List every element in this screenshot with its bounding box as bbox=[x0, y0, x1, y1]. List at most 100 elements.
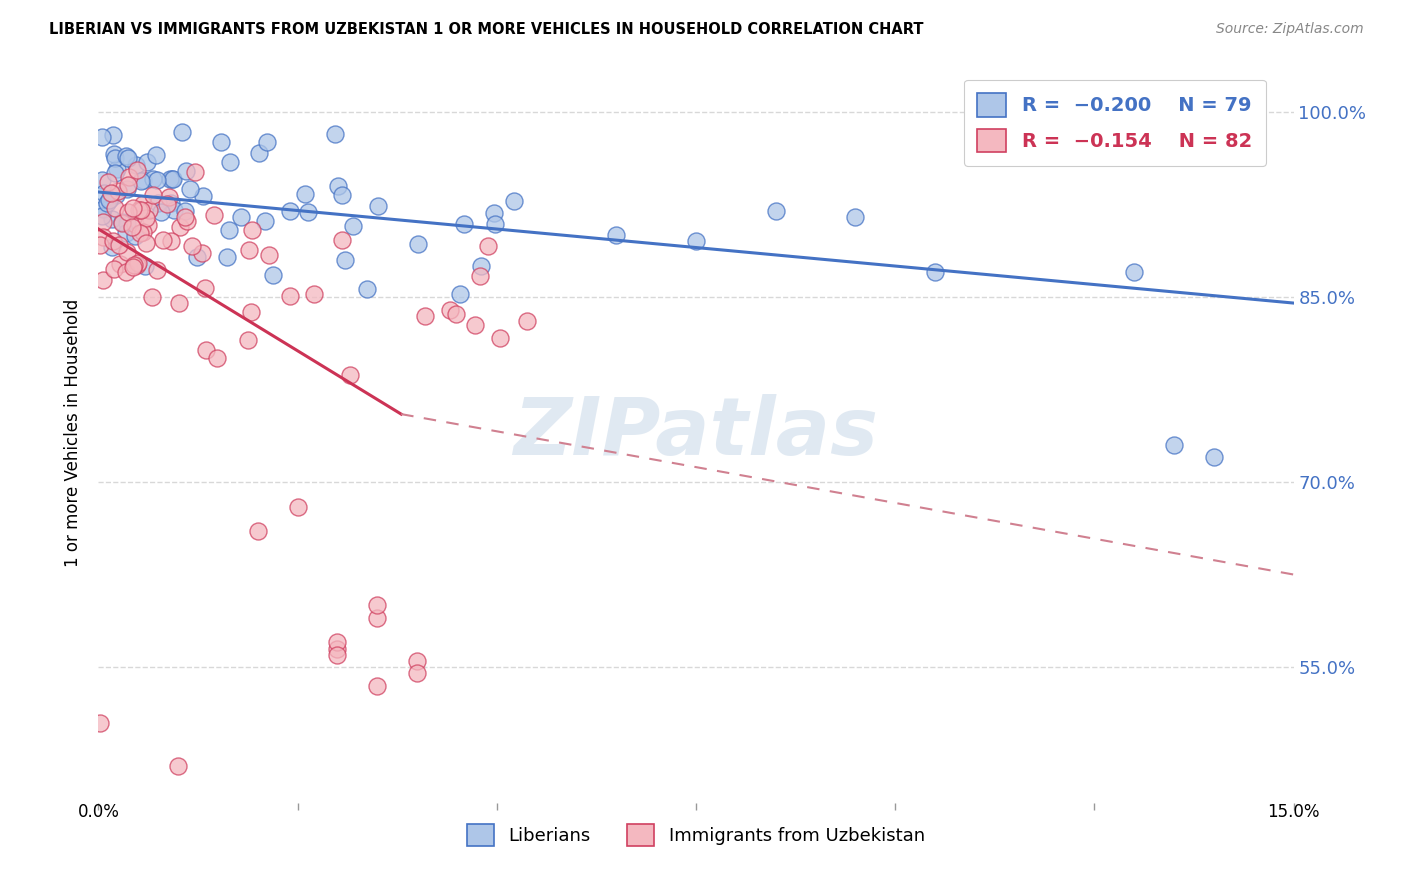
Point bbox=[132, 173, 155, 187]
Point bbox=[287, 500, 309, 514]
Point bbox=[205, 351, 228, 365]
Point bbox=[136, 155, 159, 169]
Point bbox=[108, 257, 131, 271]
Point bbox=[103, 262, 125, 277]
Point bbox=[131, 202, 153, 217]
Point bbox=[1123, 265, 1146, 279]
Point bbox=[134, 259, 156, 273]
Point bbox=[107, 162, 129, 177]
Point bbox=[294, 186, 316, 201]
Text: LIBERIAN VS IMMIGRANTS FROM UZBEKISTAN 1 OR MORE VEHICLES IN HOUSEHOLD CORRELATI: LIBERIAN VS IMMIGRANTS FROM UZBEKISTAN 1… bbox=[49, 22, 924, 37]
Legend: Liberians, Immigrants from Uzbekistan: Liberians, Immigrants from Uzbekistan bbox=[460, 816, 932, 853]
Point bbox=[468, 268, 491, 283]
Point bbox=[240, 305, 263, 319]
Point bbox=[91, 130, 114, 145]
Point bbox=[330, 233, 353, 247]
Point bbox=[278, 289, 301, 303]
Point bbox=[104, 166, 127, 180]
Point bbox=[115, 149, 138, 163]
Point bbox=[129, 173, 152, 187]
Point bbox=[453, 217, 475, 231]
Point bbox=[1163, 438, 1185, 452]
Text: 15.0%: 15.0% bbox=[1267, 803, 1320, 821]
Point bbox=[101, 211, 124, 226]
Point bbox=[502, 194, 524, 208]
Point bbox=[132, 197, 155, 211]
Point bbox=[125, 162, 148, 177]
Point bbox=[91, 173, 114, 187]
Point bbox=[118, 170, 141, 185]
Point bbox=[163, 202, 186, 217]
Point bbox=[138, 202, 160, 217]
Point bbox=[219, 154, 242, 169]
Point bbox=[103, 151, 125, 165]
Point bbox=[413, 309, 436, 323]
Point bbox=[111, 216, 134, 230]
Point bbox=[302, 287, 325, 301]
Point bbox=[89, 715, 111, 730]
Text: Source: ZipAtlas.com: Source: ZipAtlas.com bbox=[1216, 22, 1364, 37]
Point bbox=[484, 217, 506, 231]
Point bbox=[367, 199, 389, 213]
Point bbox=[124, 217, 146, 231]
Point bbox=[169, 219, 191, 234]
Point bbox=[91, 273, 114, 287]
Point bbox=[100, 192, 122, 206]
Point bbox=[93, 186, 115, 201]
Point bbox=[117, 244, 139, 259]
Point bbox=[215, 250, 238, 264]
Point bbox=[326, 635, 349, 649]
Point bbox=[262, 268, 284, 282]
Point bbox=[125, 158, 148, 172]
Point bbox=[464, 318, 486, 332]
Point bbox=[339, 368, 361, 382]
Point bbox=[173, 211, 195, 225]
Point bbox=[184, 165, 207, 179]
Point bbox=[179, 181, 201, 195]
Point bbox=[101, 240, 124, 254]
Point bbox=[209, 135, 232, 149]
Point bbox=[93, 215, 115, 229]
Point bbox=[516, 313, 538, 327]
Point bbox=[115, 265, 138, 279]
Point bbox=[146, 262, 169, 277]
Point bbox=[685, 235, 707, 249]
Point bbox=[162, 171, 184, 186]
Point bbox=[366, 599, 388, 613]
Point bbox=[108, 237, 131, 252]
Point bbox=[240, 223, 263, 237]
Point bbox=[128, 226, 150, 240]
Point bbox=[470, 259, 492, 273]
Point bbox=[278, 204, 301, 219]
Point bbox=[174, 203, 197, 218]
Point bbox=[104, 201, 127, 215]
Point bbox=[489, 331, 512, 345]
Point bbox=[124, 229, 146, 244]
Point bbox=[257, 248, 280, 262]
Point bbox=[115, 226, 138, 240]
Point bbox=[117, 182, 139, 196]
Point bbox=[326, 641, 349, 656]
Point bbox=[328, 178, 350, 193]
Point bbox=[449, 286, 471, 301]
Point bbox=[176, 214, 198, 228]
Point bbox=[356, 282, 378, 296]
Point bbox=[246, 524, 269, 539]
Point bbox=[342, 219, 364, 233]
Point bbox=[146, 173, 169, 187]
Point bbox=[326, 648, 349, 662]
Point bbox=[142, 187, 165, 202]
Point bbox=[135, 211, 157, 226]
Point bbox=[366, 679, 388, 693]
Point bbox=[229, 210, 252, 224]
Point bbox=[121, 220, 143, 235]
Point bbox=[186, 250, 208, 264]
Y-axis label: 1 or more Vehicles in Household: 1 or more Vehicles in Household bbox=[65, 299, 83, 566]
Point bbox=[172, 125, 194, 139]
Point bbox=[103, 146, 125, 161]
Point bbox=[325, 127, 347, 141]
Point bbox=[238, 243, 260, 257]
Point bbox=[194, 281, 217, 295]
Point bbox=[103, 128, 125, 142]
Point bbox=[605, 228, 627, 243]
